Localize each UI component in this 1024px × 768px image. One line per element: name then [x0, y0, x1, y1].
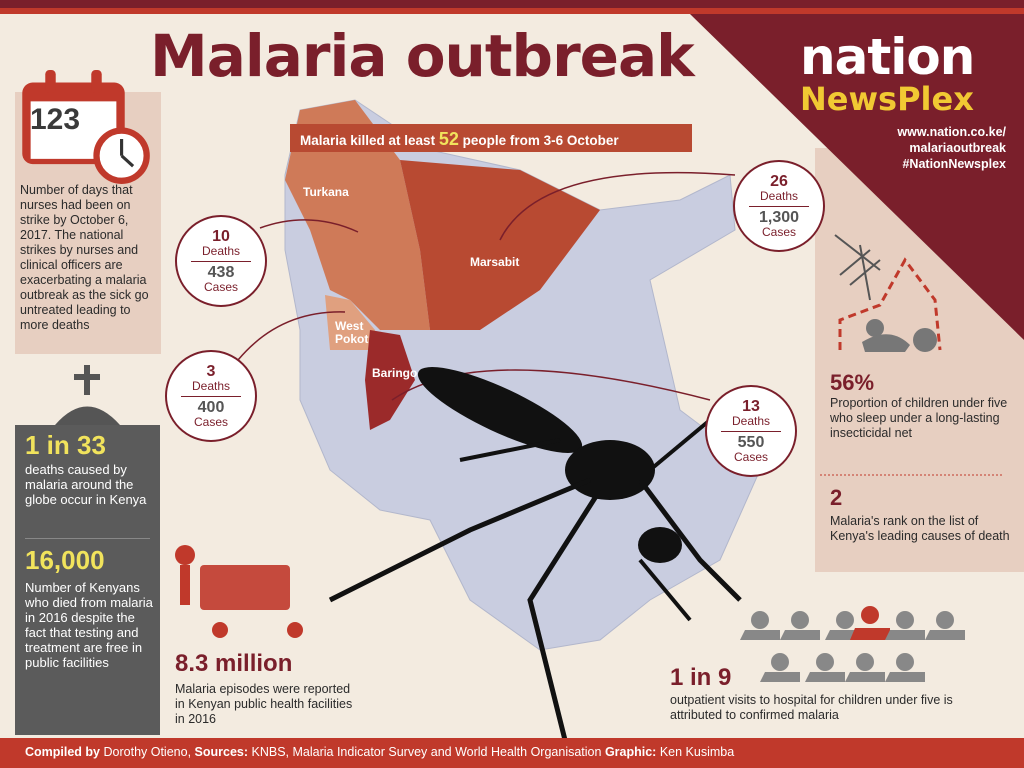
- west-pokot-deaths: 3: [206, 363, 216, 380]
- pokot-word: Pokot: [335, 332, 369, 346]
- deaths-banner: Malaria killed at least 52 people from 3…: [290, 124, 692, 152]
- brand-links[interactable]: www.nation.co.ke/ malariaoutbreak #Natio…: [897, 124, 1006, 172]
- page-title: Malaria outbreak: [150, 22, 695, 90]
- west-pokot-cases: 400: [197, 399, 225, 416]
- deaths-label: Deaths: [759, 189, 799, 203]
- banner-number: 52: [438, 129, 459, 149]
- cases-label: Cases: [761, 225, 796, 239]
- nets-description: Proportion of children under five who sl…: [830, 396, 1008, 440]
- deaths-label: Deaths: [731, 414, 771, 428]
- net-icon: [838, 257, 942, 352]
- cases-label: Cases: [733, 450, 768, 464]
- hospital-bed-icon: [175, 545, 303, 638]
- baringo-region: [365, 330, 415, 430]
- region-label-baringo: Baringo: [372, 366, 418, 380]
- children-icons: [740, 606, 965, 682]
- link-path[interactable]: malariaoutbreak: [909, 141, 1006, 155]
- deaths-label: Deaths: [201, 244, 241, 258]
- divider: [25, 538, 150, 539]
- global-ratio: 1 in 33: [25, 430, 106, 460]
- brand-nation: nation: [800, 28, 975, 86]
- marsabit-cases: 1,300: [758, 209, 800, 226]
- outpatient-ratio: 1 in 9: [670, 664, 732, 691]
- rank-description: Malaria's rank on the list of Kenya's le…: [830, 514, 1010, 543]
- banner-suffix: people from 3-6 October: [462, 133, 619, 148]
- footer-credits: Compiled by Dorothy Otieno, Sources: KNB…: [0, 738, 1024, 768]
- episodes-description: Malaria episodes were reported in Kenyan…: [175, 682, 353, 726]
- kenya-deaths-value: 16,000: [25, 545, 105, 575]
- west-word: West: [335, 319, 364, 333]
- outpatient-description: outpatient visits to hospital for childr…: [670, 693, 953, 722]
- kenya-deaths-description: Number of Kenyans who died from malaria …: [25, 580, 153, 670]
- graphic-label: Graphic:: [604, 745, 657, 759]
- turkana-deaths: 10: [212, 228, 230, 245]
- nets-percent: 56%: [830, 370, 875, 395]
- baringo-cases: 550: [737, 434, 765, 451]
- top-bar: [0, 0, 1024, 8]
- mosquito-small-icon: [834, 234, 881, 301]
- link-url[interactable]: www.nation.co.ke/: [897, 125, 1006, 139]
- calendar-icon: [22, 70, 150, 184]
- baringo-deaths: 13: [742, 398, 760, 415]
- region-label-marsabit: Marsabit: [470, 255, 520, 269]
- tombstone-icon: [55, 365, 120, 425]
- stats-gray-panel: [15, 425, 160, 735]
- cases-label: Cases: [203, 280, 238, 294]
- region-label-turkana: Turkana: [303, 185, 349, 199]
- compiled-label: Compiled by: [25, 745, 101, 759]
- circle-west-pokot: 3 Deaths 400 Cases: [165, 350, 257, 442]
- banner-prefix: Malaria killed at least: [300, 133, 436, 148]
- hashtag[interactable]: #NationNewsplex: [902, 157, 1006, 171]
- cases-label: Cases: [193, 415, 228, 429]
- strike-description: Number of days that nurses had been on s…: [20, 183, 149, 332]
- circle-baringo: 13 Deaths 550 Cases: [705, 385, 797, 477]
- marsabit-region: [400, 160, 600, 330]
- region-label-west-pokot: West Pokot: [335, 320, 368, 346]
- west-pokot-region: [325, 295, 375, 350]
- rank-value: 2: [830, 485, 843, 510]
- sources: KNBS, Malaria Indicator Survey and World…: [251, 745, 602, 759]
- turkana-cases: 438: [207, 264, 235, 281]
- sources-label: Sources:: [194, 745, 249, 759]
- graphic-by: Ken Kusimba: [659, 745, 735, 759]
- brand-newsplex: NewsPlex: [800, 80, 974, 118]
- strike-days: 123: [30, 103, 81, 136]
- circle-marsabit: 26 Deaths 1,300 Cases: [733, 160, 825, 252]
- turkana-region: [285, 100, 430, 330]
- marsabit-deaths: 26: [770, 173, 788, 190]
- global-description: deaths caused by malaria around the glob…: [25, 462, 147, 507]
- episodes-value: 8.3 million: [175, 650, 293, 677]
- deaths-label: Deaths: [191, 379, 231, 393]
- circle-turkana: 10 Deaths 438 Cases: [175, 215, 267, 307]
- mosquito-silhouette: [328, 367, 742, 761]
- compiled-by: Dorothy Otieno,: [103, 745, 192, 759]
